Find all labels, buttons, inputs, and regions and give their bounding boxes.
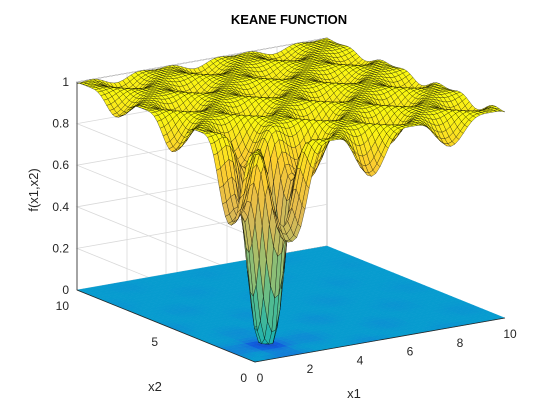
contour-cell [320, 245, 333, 250]
contour-floor [76, 245, 506, 363]
surface-mesh [76, 37, 506, 345]
